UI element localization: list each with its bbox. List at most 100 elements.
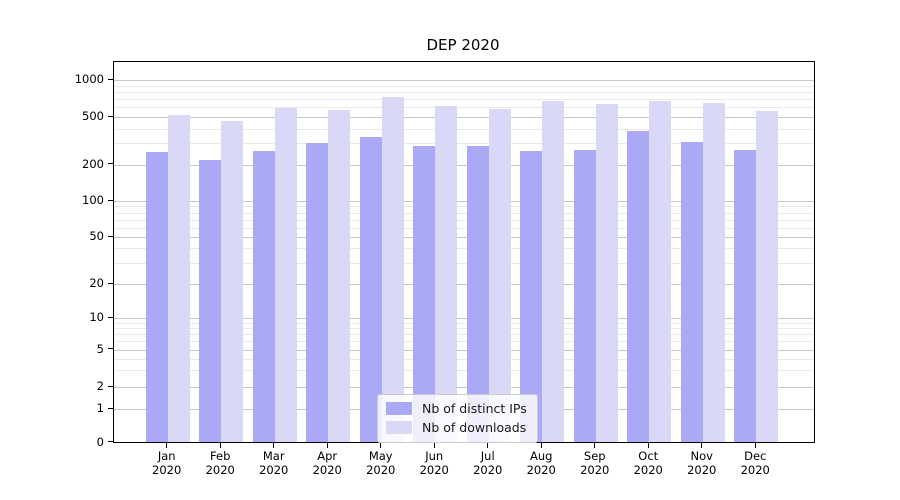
y-tick-mark xyxy=(108,115,113,117)
legend-label-downloads: Nb of downloads xyxy=(422,420,527,435)
x-tick-label: Sep 2020 xyxy=(563,449,627,478)
bar-downloads-may xyxy=(381,96,404,442)
gridline-minor xyxy=(114,143,814,145)
x-tick-year: 2020 xyxy=(205,463,235,477)
x-tick-year: 2020 xyxy=(526,463,556,477)
y-tick-mark xyxy=(108,407,113,409)
x-tick-label: Nov 2020 xyxy=(670,449,734,478)
legend-label-distinct-ips: Nb of distinct IPs xyxy=(422,401,527,416)
legend: Nb of distinct IPs Nb of downloads xyxy=(377,394,538,443)
x-tick-label: May 2020 xyxy=(349,449,413,478)
bar-downloads-mar xyxy=(274,108,297,442)
y-tick-label: 1000 xyxy=(74,72,104,86)
y-tick-label: 0 xyxy=(96,434,104,449)
bar-distinct-ips-apr xyxy=(306,143,329,442)
bar-downloads-jul xyxy=(488,109,511,442)
chart-title: DEP 2020 xyxy=(426,36,500,54)
gridline-major xyxy=(114,387,814,388)
bar-distinct-ips-nov xyxy=(680,142,703,442)
gridline-minor xyxy=(114,91,814,93)
x-tick-month: Apr xyxy=(317,448,338,463)
bar-downloads-feb xyxy=(221,120,244,442)
x-tick-month: Aug xyxy=(529,448,553,463)
x-tick-month: Oct xyxy=(638,448,659,463)
gridline-major xyxy=(114,284,814,285)
x-tick-year: 2020 xyxy=(366,463,396,477)
x-tick-year: 2020 xyxy=(259,463,289,477)
x-tick-year: 2020 xyxy=(687,463,717,477)
x-tick-year: 2020 xyxy=(312,463,342,477)
bar-downloads-dec xyxy=(756,110,779,442)
x-tick-month: Mar xyxy=(262,448,285,463)
x-tick-label: Jun 2020 xyxy=(402,449,466,478)
x-tick-label: Feb 2020 xyxy=(188,449,252,478)
x-tick-mark xyxy=(647,443,649,448)
gridline-minor xyxy=(114,85,814,87)
gridline-minor xyxy=(114,322,814,324)
y-tick-mark xyxy=(108,441,113,442)
x-tick-month: Sep xyxy=(583,448,606,463)
x-tick-year: 2020 xyxy=(580,463,610,477)
x-tick-mark xyxy=(487,443,489,448)
x-tick-mark xyxy=(701,443,703,448)
x-tick-mark xyxy=(433,443,435,448)
gridline-minor xyxy=(114,212,814,214)
x-tick-month: Nov xyxy=(690,448,713,463)
x-tick-mark xyxy=(754,443,756,448)
bar-distinct-ips-aug xyxy=(520,150,543,442)
bar-downloads-jan xyxy=(167,114,190,442)
bar-downloads-nov xyxy=(702,102,725,442)
bar-distinct-ips-may xyxy=(359,136,382,442)
y-tick-mark xyxy=(108,163,113,164)
bar-downloads-sep xyxy=(595,104,618,442)
plot-area xyxy=(113,61,815,443)
gridline-minor xyxy=(114,334,814,336)
x-tick-mark xyxy=(594,443,596,448)
gridline-minor xyxy=(114,370,814,372)
x-tick-label: Aug 2020 xyxy=(509,449,573,478)
x-tick-mark xyxy=(540,443,542,448)
legend-item-downloads: Nb of downloads xyxy=(386,420,527,435)
x-tick-month: May xyxy=(368,448,393,463)
gridline-minor xyxy=(114,263,814,265)
y-tick-label: 10 xyxy=(89,310,104,324)
y-tick-label: 50 xyxy=(89,229,104,243)
bar-distinct-ips-dec xyxy=(734,150,757,442)
x-tick-year: 2020 xyxy=(152,463,182,477)
gridline-minor xyxy=(114,227,814,229)
x-tick-month: Feb xyxy=(210,448,231,463)
bar-distinct-ips-jan xyxy=(145,151,168,442)
x-tick-month: Jul xyxy=(480,448,495,463)
bar-distinct-ips-sep xyxy=(573,149,596,442)
x-tick-label: Dec 2020 xyxy=(723,449,787,478)
gridline-minor xyxy=(114,128,814,130)
gridline-minor xyxy=(114,341,814,343)
y-tick-label: 20 xyxy=(89,276,104,290)
legend-swatch-distinct-ips-icon xyxy=(386,402,412,415)
gridline-major xyxy=(114,201,814,202)
x-tick-label: Jan 2020 xyxy=(135,449,199,478)
gridline-major xyxy=(114,117,814,118)
gridline-minor xyxy=(114,99,814,101)
gridline-minor xyxy=(114,328,814,330)
gridline-major xyxy=(114,237,814,238)
x-tick-label: Oct 2020 xyxy=(616,449,680,478)
y-tick-mark xyxy=(108,385,113,387)
x-tick-mark xyxy=(219,443,221,448)
bar-downloads-aug xyxy=(542,100,565,442)
y-tick-mark xyxy=(108,199,113,201)
y-tick-label: 1 xyxy=(96,401,104,415)
bar-downloads-apr xyxy=(328,110,351,442)
gridline-minor xyxy=(114,107,814,109)
x-tick-year: 2020 xyxy=(473,463,503,477)
bar-distinct-ips-jul xyxy=(466,146,489,442)
bar-downloads-oct xyxy=(649,100,672,442)
legend-item-distinct-ips: Nb of distinct IPs xyxy=(386,401,527,416)
x-tick-mark xyxy=(380,443,382,448)
y-tick-mark xyxy=(108,316,113,318)
x-tick-month: Jan xyxy=(157,448,176,463)
bar-distinct-ips-jun xyxy=(413,146,436,442)
x-tick-mark xyxy=(166,443,168,448)
gridline-major xyxy=(114,318,814,319)
bar-distinct-ips-feb xyxy=(199,160,222,442)
